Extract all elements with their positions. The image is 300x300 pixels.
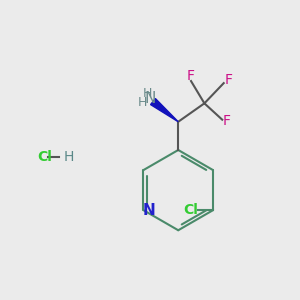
Text: N: N (142, 203, 155, 218)
Polygon shape (151, 98, 178, 122)
Text: Cl: Cl (183, 203, 198, 217)
Text: H: H (64, 150, 74, 164)
Text: H: H (143, 87, 153, 100)
Text: F: F (186, 69, 194, 83)
Text: Cl: Cl (37, 150, 52, 164)
Text: F: F (224, 73, 232, 87)
Text: N: N (145, 91, 156, 106)
Text: F: F (223, 115, 231, 128)
Text: H: H (138, 96, 147, 109)
